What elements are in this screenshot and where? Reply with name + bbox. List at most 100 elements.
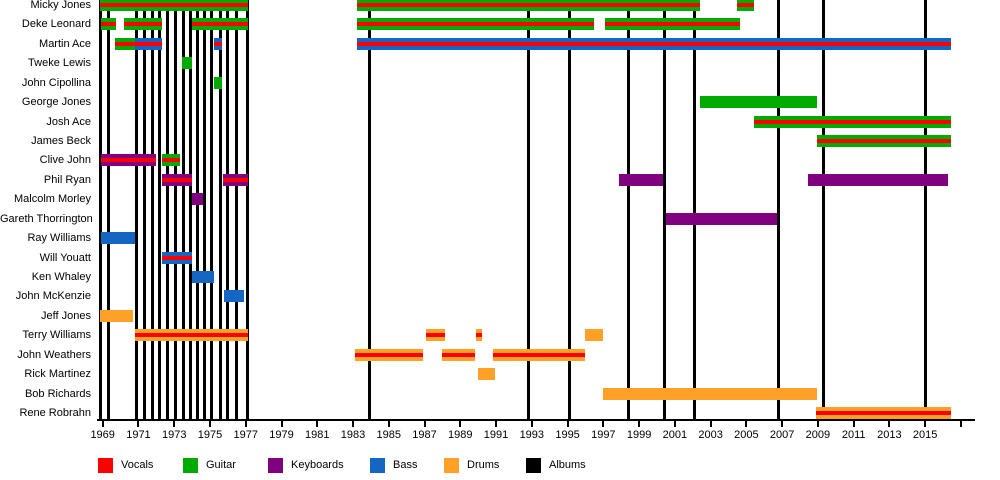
member-label: John McKenzie [15, 290, 91, 303]
member-bar [100, 0, 248, 11]
x-axis-tick [924, 421, 927, 427]
member-label: Clive John [39, 154, 91, 167]
album-line [235, 0, 239, 419]
x-axis-tick [423, 421, 426, 427]
x-axis-tick-label: 1999 [626, 429, 652, 441]
x-axis-tick-label: 1987 [412, 429, 437, 441]
member-bar [100, 18, 117, 31]
member-bar [585, 329, 604, 342]
legend-label: Guitar [206, 458, 236, 471]
x-axis-tick-label: 2005 [734, 429, 759, 441]
x-axis-tick-label: 1975 [197, 429, 223, 441]
vocals-legend-swatch [98, 457, 113, 473]
x-axis-tick-label: 1997 [591, 429, 616, 441]
legend-item: Bass [370, 457, 417, 473]
member-bar [213, 37, 223, 50]
legend-label: Keyboards [291, 458, 344, 471]
guitar-legend-swatch [183, 457, 198, 473]
x-axis-tick [816, 421, 819, 427]
member-bar [817, 135, 952, 147]
album-line [98, 0, 102, 419]
member-bar [354, 348, 423, 361]
member-label: Tweke Lewis [28, 57, 91, 70]
album-line [693, 0, 697, 419]
album-line [173, 0, 177, 419]
album-line [135, 0, 139, 419]
member-bar [476, 329, 482, 342]
x-axis-tick [101, 421, 104, 427]
x-axis-tick-label: 2013 [877, 429, 902, 441]
x-axis-tick-label: 1971 [126, 429, 151, 441]
legend-label: Bass [393, 458, 418, 471]
member-label: Martin Ace [39, 37, 91, 50]
x-axis-tick-label: 1977 [233, 429, 258, 441]
member-label: George Jones [21, 96, 91, 109]
x-axis-tick [352, 421, 355, 427]
member-label: John Cipollina [21, 76, 91, 89]
album-line [626, 0, 630, 419]
x-axis-tick-label: 2007 [769, 429, 795, 441]
x-axis-tick [781, 421, 784, 427]
member-bar [426, 329, 446, 342]
member-bar [603, 387, 817, 400]
member-label: Malcolm Morley [13, 193, 91, 206]
legend-item: Vocals [98, 457, 153, 473]
album-line [195, 0, 199, 419]
member-bar [699, 96, 817, 109]
member-bar [161, 154, 180, 167]
member-bar [213, 76, 222, 89]
member-label: Jeff Jones [41, 309, 91, 322]
member-bar [161, 251, 193, 264]
member-label: Rene Robrahn [19, 407, 91, 420]
member-label: Terry Williams [22, 329, 91, 342]
member-bar [192, 18, 248, 31]
member-bar [356, 37, 952, 50]
member-bar [478, 368, 496, 381]
member-label: Josh Ace [46, 115, 91, 128]
x-axis-tick-label: 1989 [448, 429, 473, 441]
x-axis-tick [959, 421, 962, 427]
x-axis-tick-label: 1995 [555, 429, 580, 441]
album-line [166, 0, 170, 419]
x-axis-tick [602, 421, 605, 427]
album-line [188, 0, 192, 419]
member-bar [115, 37, 135, 50]
legend-label: Albums [549, 458, 586, 471]
x-axis-tick [709, 421, 712, 427]
x-axis-tick-label: 2011 [841, 429, 866, 441]
member-bar [100, 154, 157, 167]
member-label: Ken Whaley [31, 271, 91, 284]
member-label: Bob Richards [24, 387, 91, 400]
member-bar [816, 407, 952, 420]
album-line [106, 0, 110, 419]
x-axis-tick [244, 421, 247, 427]
member-label: James Beck [31, 135, 91, 147]
member-bar [356, 0, 700, 11]
x-axis-tick-label: 1993 [519, 429, 545, 441]
x-axis-line [97, 419, 975, 421]
member-bar [493, 348, 586, 361]
legend-label: Vocals [121, 458, 154, 471]
album-line [923, 0, 927, 419]
legend-item: Albums [526, 457, 586, 473]
member-bar [134, 37, 162, 50]
x-axis-tick-label: 2015 [912, 429, 938, 441]
member-label: Rick Martinez [24, 368, 91, 381]
album-line [567, 0, 571, 419]
album-line [821, 0, 825, 419]
member-label: Micky Jones [30, 0, 91, 11]
albums-legend-swatch [526, 457, 541, 473]
x-axis-tick [280, 421, 283, 427]
x-axis-tick-label: 1979 [269, 429, 294, 441]
x-axis-tick-label: 2003 [698, 429, 723, 441]
x-axis-tick-label: 2001 [662, 429, 688, 441]
album-line [367, 0, 371, 419]
member-bar [100, 232, 135, 245]
x-axis-tick [745, 421, 748, 427]
member-bar [605, 18, 741, 31]
legend-label: Drums [467, 458, 500, 471]
member-label: Deke Leonard [21, 18, 91, 31]
member-bar [808, 173, 948, 186]
x-axis-tick [638, 421, 641, 427]
x-axis-tick [173, 421, 176, 427]
